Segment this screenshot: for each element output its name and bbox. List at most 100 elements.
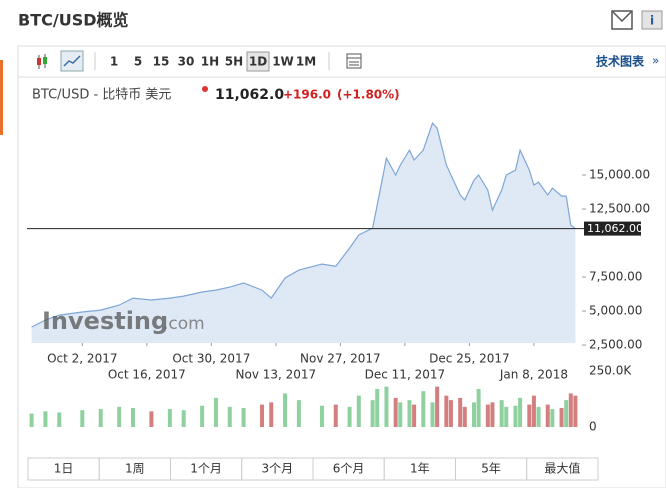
volume-bar [296, 400, 301, 427]
range-label: 1个月 [190, 462, 222, 476]
volume-bar [80, 410, 85, 427]
range-button[interactable] [526, 457, 599, 481]
table-icon[interactable] [346, 53, 362, 69]
volume-bar [499, 400, 504, 427]
volume-bar [375, 388, 380, 427]
volume-bar [573, 395, 578, 427]
range-label: 1年 [410, 462, 430, 476]
volume-bar [213, 397, 218, 427]
interval-button[interactable]: 1D [249, 55, 267, 69]
y-tick-label: 12,500.00 [589, 202, 650, 216]
selected-interval [246, 51, 270, 72]
y-tick-label: 5,000.00 [589, 304, 642, 318]
x-tick-label: Oct 2, 2017 [47, 352, 117, 366]
interval-button[interactable]: 15 [153, 55, 170, 69]
range-buttons: 1日 1周 1个月 3个月 6个月 1年 5年 最大值 [27, 457, 599, 481]
mail-flap [612, 11, 632, 23]
volume-bar [398, 402, 403, 427]
quote-change-percent: (+1.80%) [337, 88, 400, 102]
volume-bar [472, 402, 477, 427]
x-tick-label: Nov 27, 2017 [300, 352, 381, 366]
side-stripe [0, 60, 3, 135]
x-tick-label: Oct 16, 2017 [108, 368, 186, 382]
volume-bar [200, 405, 205, 427]
price-area [31, 123, 576, 343]
interval-button[interactable]: 1M [296, 55, 316, 69]
volume-tick-label: 250.0K [589, 364, 632, 378]
range-label: 3个月 [262, 462, 294, 476]
line-icon-glyph [63, 55, 81, 67]
volume-bar [130, 407, 135, 427]
quote-name: BTC/USD - 比特币 美元 [32, 88, 171, 103]
interval-button[interactable]: 1 [110, 55, 118, 69]
interval-buttons: 1 5 15 30 1H 5H 1D 1W 1M [110, 51, 316, 72]
volume-bar [545, 404, 550, 427]
info-glyph: i [650, 14, 654, 28]
line-icon[interactable] [60, 50, 84, 72]
range-label: 5年 [481, 462, 501, 476]
volume-bar [550, 409, 555, 427]
interval-button[interactable]: 30 [178, 55, 195, 69]
widget-title: BTC/USD概览 [18, 11, 129, 30]
volume-bar [269, 402, 274, 427]
quote-marker [202, 86, 208, 92]
y-tick-label: 2,500.00 [589, 338, 642, 352]
volume-bar [347, 406, 352, 427]
quote-change: +196.0 [283, 88, 331, 102]
last-price-box [584, 221, 641, 236]
volume-bar [333, 404, 338, 427]
volume-bar [149, 411, 154, 427]
range-label: 最大值 [544, 461, 580, 476]
volume-bar [260, 404, 265, 427]
volume-bar [564, 400, 569, 427]
volume-bar [435, 386, 440, 427]
watermark: Investing [42, 307, 168, 335]
volume-bar [29, 413, 34, 427]
volume-bar [393, 397, 398, 427]
volume-bar [444, 395, 449, 427]
volume-bar [462, 406, 467, 427]
volume-bar [181, 410, 186, 427]
last-price-label: 11,062.00 [587, 222, 643, 235]
volume-bar [412, 404, 417, 427]
volume-bar [98, 409, 103, 427]
volume-bar [504, 406, 509, 427]
volume-bar [568, 393, 573, 427]
x-tick-label: Dec 25, 2017 [429, 352, 509, 366]
volume-bar [384, 386, 389, 427]
y-tick-label: 15,000.00 [589, 168, 650, 182]
watermark: .com [163, 314, 205, 334]
volume-bar [117, 406, 122, 427]
volume-bar [356, 395, 361, 427]
volume-tick-label: 0 [589, 420, 597, 434]
volume-bar [227, 406, 232, 427]
info-icon[interactable] [641, 10, 663, 30]
volume-bar [531, 395, 536, 427]
quote-price: 11,062.0 [215, 87, 284, 103]
candle-icon[interactable] [37, 54, 47, 69]
range-label: 6个月 [333, 462, 365, 476]
volume-bar [527, 404, 532, 427]
link-arrow: » [652, 54, 659, 68]
volume-bar [476, 388, 481, 427]
volume-bar [536, 406, 541, 427]
y-tick-label: 7,500.00 [589, 270, 642, 284]
advanced-chart-link[interactable]: 技术图表 [596, 54, 645, 69]
range-label: 1日 [54, 462, 74, 476]
volume-bar [448, 400, 453, 427]
volume-bar [407, 400, 412, 427]
volume-bar [485, 404, 490, 427]
interval-button[interactable]: 1W [272, 55, 294, 69]
volume-bar [518, 397, 523, 427]
interval-button[interactable]: 1H [201, 55, 219, 69]
volume-bar [430, 402, 435, 427]
volume-bar [57, 412, 62, 427]
interval-button[interactable]: 5H [225, 55, 243, 69]
volume-bar [283, 393, 288, 427]
interval-button[interactable]: 5 [134, 55, 142, 69]
volume-bar [421, 391, 426, 427]
x-tick-label: Oct 30, 2017 [172, 352, 250, 366]
volume-bar [513, 405, 518, 427]
